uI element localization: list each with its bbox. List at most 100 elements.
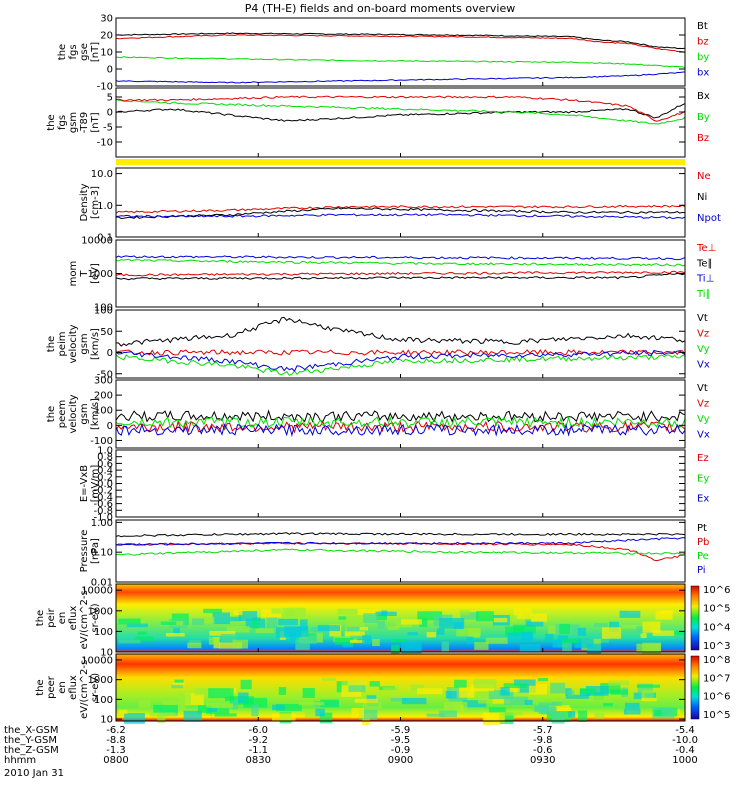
- y-tick-label: 0.2: [97, 472, 113, 483]
- time-axis-row-label: hhmm: [4, 755, 36, 766]
- spectrogram-texture: [439, 618, 465, 629]
- spectrogram-texture: [275, 704, 302, 712]
- spectrogram-texture: [637, 683, 653, 694]
- spectrogram-texture: [517, 684, 536, 693]
- spectrogram-texture: [609, 621, 620, 633]
- spectrogram-texture: [218, 642, 242, 649]
- spectrogram-texture: [652, 707, 675, 719]
- spectrogram-texture: [499, 712, 514, 725]
- y-tick-label: 0: [107, 65, 113, 76]
- spectrogram-texture: [204, 616, 215, 624]
- spectrogram-texture: [350, 635, 370, 639]
- spectrogram-texture: [209, 630, 236, 636]
- spectrogram-texture: [439, 710, 457, 718]
- legend-entry: Te⊥: [696, 243, 716, 254]
- y-axis-label: Density: [79, 183, 90, 221]
- spectrogram-texture: [436, 628, 445, 635]
- y-axis-label: eflux: [68, 675, 79, 700]
- spectrogram-texture: [489, 707, 506, 715]
- spectrogram-texture: [503, 683, 527, 689]
- y-tick-label: 1000: [88, 269, 113, 280]
- spectrogram-texture: [652, 630, 675, 636]
- y-tick-label: 50: [100, 327, 113, 338]
- y-tick-label: 0.6: [97, 459, 113, 470]
- series-line-p4-0: [116, 270, 685, 277]
- spectrogram-texture: [348, 680, 366, 692]
- spectrogram-texture: [445, 691, 457, 699]
- spectrogram-texture: [252, 619, 259, 629]
- spectrogram-texture: [302, 688, 315, 698]
- colorbar-p9: 10^3 10^4 10^5 10^6: [690, 585, 730, 652]
- series-line-p4-1: [116, 272, 685, 281]
- spectrogram-texture: [407, 632, 418, 636]
- spectrogram-texture: [284, 626, 309, 637]
- spectrogram-texture: [362, 701, 382, 709]
- series-line-p8-2: [116, 548, 685, 556]
- colorbar-tick: 10^3: [703, 641, 730, 652]
- spectrogram-texture: [205, 708, 230, 714]
- time-axis-value: 0830: [246, 755, 271, 766]
- spectrogram-texture: [587, 644, 602, 655]
- yellow-separator-bar: [116, 159, 685, 165]
- spectrogram-texture: [391, 644, 400, 654]
- spectrogram-texture: [451, 687, 475, 698]
- series-line-p8-3: [116, 537, 685, 546]
- spectrogram-texture: [320, 699, 339, 708]
- y-tick-label: 5: [107, 93, 113, 104]
- spectrogram-texture: [493, 617, 508, 623]
- y-tick-label: 1.0: [97, 201, 113, 212]
- panel-p1: Bt bz by bx -10 0 10 20 30 the fgs gse [nT]: [57, 14, 709, 93]
- spectrogram-texture: [578, 710, 587, 722]
- y-tick-label: -0.8: [93, 506, 113, 517]
- y-tick-label: 1.0: [97, 446, 113, 457]
- time-axis: the_X-GSM -6.2 -6.0 -5.9 -5.7 -5.4 the_Y-GSM -8…: [4, 725, 698, 766]
- time-axis-value: 0800: [103, 755, 128, 766]
- y-axis-label: [nT]: [90, 42, 101, 62]
- spectrogram-texture: [187, 642, 202, 649]
- panel-p7: Ez Ey Ex -1.0-0.8-0.6-0.4-0.20.00.20.40.60.…: [79, 446, 709, 524]
- y-tick-label: -0.2: [93, 486, 113, 497]
- series-line-p4-3: [116, 258, 685, 267]
- spectrogram-texture: [462, 700, 487, 708]
- y-tick-label: 1.00: [91, 518, 113, 529]
- spectrogram-texture: [641, 697, 657, 702]
- spectrogram-texture: [359, 709, 378, 720]
- spectrogram-texture: [165, 633, 185, 637]
- y-tick-label: 100: [94, 303, 113, 314]
- panel-p10: 10^5 10^6 10^7 10^8 10 100 1000 10000 the peer en e…: [35, 653, 730, 726]
- spectrogram-texture: [334, 638, 354, 645]
- spectrogram-texture: [362, 635, 372, 645]
- spectrogram-texture: [183, 710, 202, 722]
- spectrogram-texture: [477, 689, 492, 701]
- time-axis-value: 0900: [388, 755, 413, 766]
- y-axis-label: the: [46, 406, 57, 422]
- spectrogram-texture: [278, 687, 287, 695]
- spectrogram-texture: [426, 632, 436, 638]
- y-axis-label: peim: [57, 331, 68, 356]
- y-tick-label: 20: [100, 31, 113, 42]
- time-axis-value: 1000: [672, 755, 697, 766]
- y-tick-label: 10: [100, 715, 113, 726]
- spectrogram-texture: [157, 714, 166, 723]
- date-label: 2010 Jan 31: [4, 768, 64, 779]
- series-line-p2-0: [116, 103, 685, 122]
- spectrogram-texture: [419, 618, 428, 628]
- legend-entry: Ey: [697, 473, 709, 484]
- spectrogram-texture: [621, 624, 645, 629]
- spectrogram-texture: [194, 688, 214, 696]
- spectrogram-texture: [500, 687, 510, 696]
- panel-frame: [115, 87, 686, 158]
- spectrogram-texture: [221, 703, 234, 708]
- y-axis-label: gsm: [79, 333, 90, 354]
- series-line-p5-0: [116, 316, 685, 347]
- spectrogram-texture: [174, 679, 184, 683]
- spectrogram-texture: [528, 684, 547, 695]
- time-axis-row-label: the_Y-GSM: [4, 735, 57, 746]
- spectrogram-texture: [608, 680, 630, 686]
- spectrogram-texture: [538, 678, 548, 682]
- legend-entry: Vt: [697, 383, 708, 394]
- series-line-p3-2: [116, 213, 685, 219]
- y-tick-label: 10000: [81, 655, 113, 666]
- spectrogram-texture: [173, 682, 185, 687]
